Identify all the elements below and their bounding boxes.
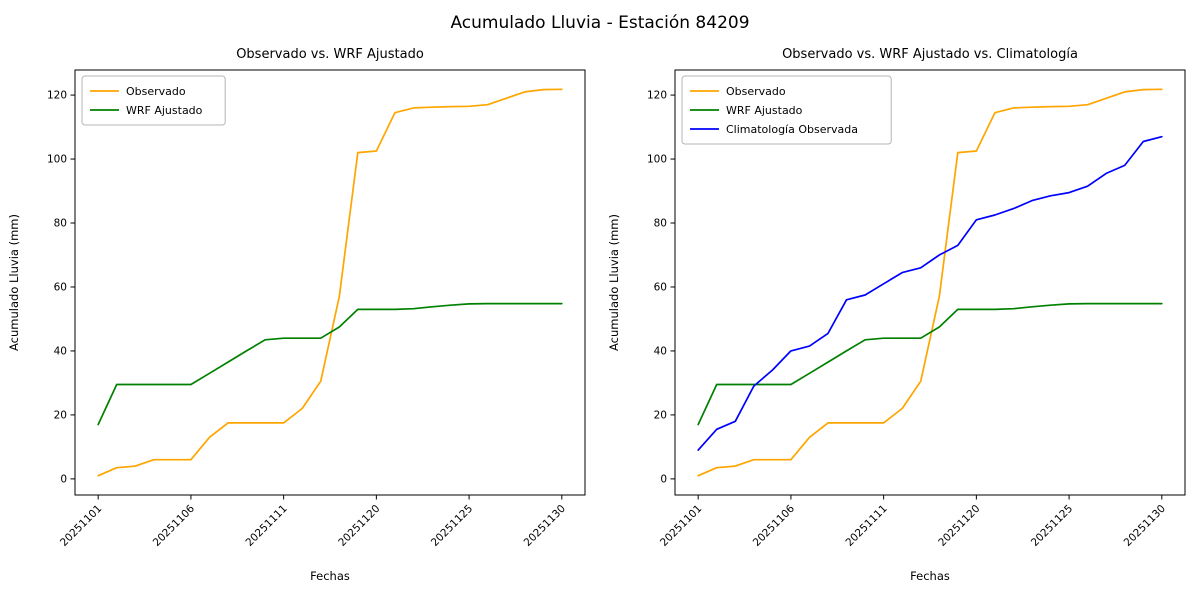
y-tick-label: 100 (647, 154, 667, 166)
x-axis-ticks: 20251101 20251106 20251111 20251120 20251125… (58, 495, 568, 549)
x-tick-label: 20251120 (936, 503, 982, 549)
charts-row: Observado vs. WRF Ajustado 0 20 40 60 80 100 12… (0, 40, 1200, 600)
axes-box (674, 69, 1186, 496)
figure-title: Acumulado Lluvia - Estación 84209 (450, 13, 750, 33)
legend-label: Observado (726, 85, 786, 98)
y-axis-title: Acumulado Lluvia (mm) (607, 214, 621, 351)
y-tick-label: 120 (47, 90, 67, 102)
y-tick-label: 0 (660, 473, 667, 485)
y-tick-label: 60 (654, 281, 667, 293)
y-tick-label: 0 (60, 473, 67, 485)
x-tick-label: 20251111 (843, 503, 889, 549)
x-axis-title: Fechas (310, 569, 350, 583)
x-tick-label: 20251125 (1029, 503, 1075, 549)
legend-label: WRF Ajustado (726, 104, 803, 117)
x-tick-label: 20251125 (429, 503, 475, 549)
y-tick-label: 100 (47, 154, 67, 166)
legend: Observado WRF Ajustado Climatología Observ… (681, 75, 892, 145)
y-tick-label: 40 (654, 345, 667, 357)
x-tick-label: 20251130 (1122, 503, 1168, 549)
x-tick-label: 20251111 (243, 503, 289, 549)
x-axis-title: Fechas (910, 569, 950, 583)
series-line-wrf-ajustado (97, 302, 563, 426)
series-line-observado (97, 88, 563, 477)
x-tick-label: 20251106 (151, 502, 198, 549)
x-tick-label: 20251106 (751, 502, 798, 549)
y-axis-ticks: 0 20 40 60 80 100 120 (647, 90, 675, 485)
y-tick-label: 20 (54, 409, 67, 421)
y-tick-label: 60 (54, 281, 67, 293)
legend-label: WRF Ajustado (126, 104, 203, 117)
y-tick-label: 80 (654, 218, 667, 230)
series-line-wrf-ajustado (697, 302, 1163, 426)
legend-label: Climatología Observada (726, 123, 858, 136)
y-tick-label: 120 (647, 90, 667, 102)
legend-label: Observado (126, 85, 186, 98)
subplot-title: Observado vs. WRF Ajustado (236, 47, 424, 62)
chart-observado-vs-wrf: Observado vs. WRF Ajustado 0 20 40 60 80 100 12… (7, 47, 586, 583)
legend-box (681, 75, 892, 145)
x-tick-label: 20251130 (522, 503, 568, 549)
series-line-climatolog-a-observada (697, 135, 1163, 451)
legend: Observado WRF Ajustado (81, 75, 226, 126)
legend-box (81, 75, 226, 126)
y-tick-label: 40 (54, 345, 67, 357)
y-tick-label: 80 (54, 218, 67, 230)
y-axis-title: Acumulado Lluvia (mm) (7, 214, 21, 351)
y-axis-ticks: 0 20 40 60 80 100 120 (47, 90, 75, 485)
axes-box (74, 69, 586, 496)
series-line-observado (697, 88, 1163, 477)
y-tick-label: 20 (654, 409, 667, 421)
x-axis-ticks: 20251101 20251106 20251111 20251120 20251125… (658, 495, 1168, 549)
x-tick-label: 20251120 (336, 503, 382, 549)
x-tick-label: 20251101 (58, 503, 104, 549)
chart-observado-vs-wrf-vs-climatologia: Observado vs. WRF Ajustado vs. Climatolo… (607, 47, 1186, 583)
subplot-title: Observado vs. WRF Ajustado vs. Climatolo… (782, 47, 1078, 62)
x-tick-label: 20251101 (658, 503, 704, 549)
